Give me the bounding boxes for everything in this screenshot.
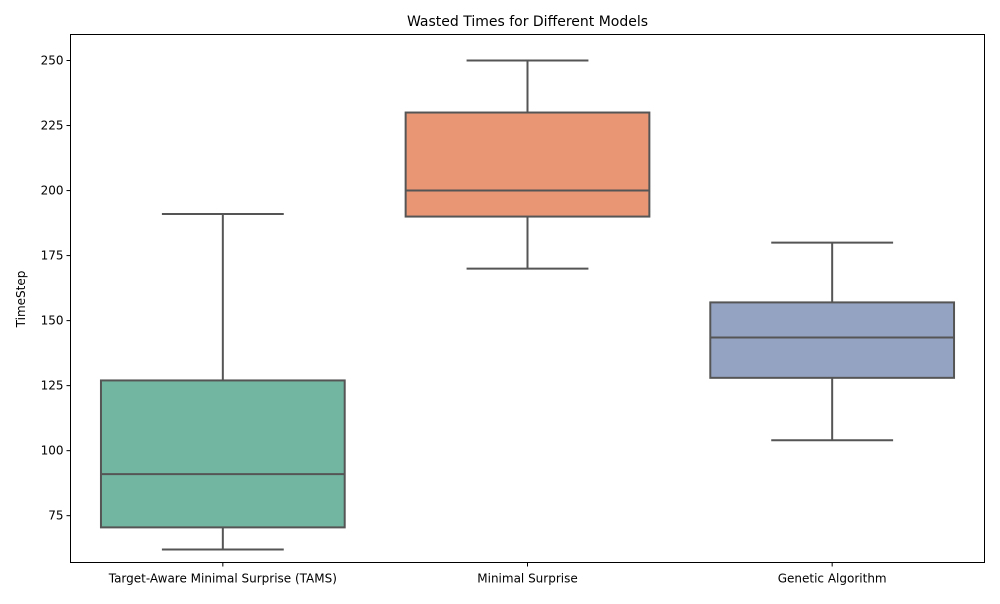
box-iqr bbox=[709, 301, 956, 379]
y-tick-label: 100 bbox=[41, 444, 64, 458]
x-tick-label: Minimal Surprise bbox=[477, 572, 578, 586]
box-group bbox=[99, 212, 346, 551]
boxes-layer bbox=[99, 59, 956, 551]
box-group bbox=[709, 241, 956, 442]
chart-title: Wasted Times for Different Models bbox=[407, 14, 648, 30]
y-tick-label: 250 bbox=[41, 54, 64, 68]
y-tick-label: 150 bbox=[41, 314, 64, 328]
box-group bbox=[404, 59, 651, 270]
ticks-layer: 75 100 125 150 175 200 225 250 Target-Aware Mini… bbox=[41, 54, 887, 586]
box-iqr bbox=[99, 379, 346, 529]
y-tick-label: 175 bbox=[41, 249, 64, 263]
x-tick-label: Target-Aware Minimal Surprise (TAMS) bbox=[108, 572, 337, 586]
x-tick-label: Genetic Algorithm bbox=[778, 572, 887, 586]
box-iqr bbox=[404, 111, 651, 218]
y-tick-label: 225 bbox=[41, 119, 64, 133]
y-tick-label: 200 bbox=[41, 184, 64, 198]
y-tick-label: 75 bbox=[48, 509, 63, 523]
y-axis-label: TimeStep bbox=[14, 271, 28, 329]
plot-frame bbox=[70, 34, 985, 563]
y-tick-label: 125 bbox=[41, 379, 64, 393]
